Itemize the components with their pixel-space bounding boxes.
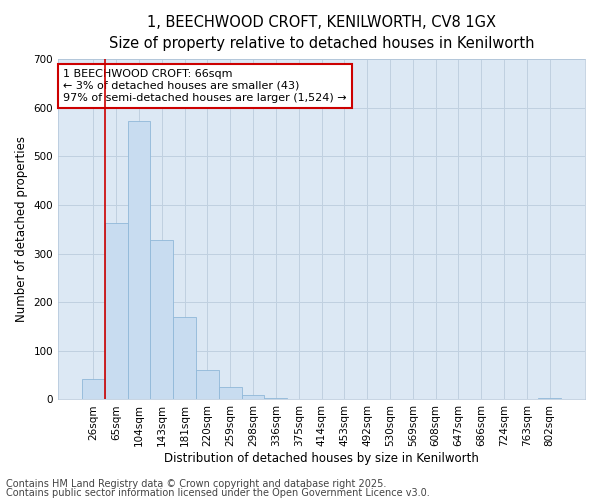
Bar — [538, 398, 561, 400]
Bar — [173, 317, 196, 400]
Bar — [196, 370, 219, 400]
Bar — [82, 378, 105, 400]
Bar — [151, 240, 173, 400]
Text: Contains HM Land Registry data © Crown copyright and database right 2025.: Contains HM Land Registry data © Crown c… — [6, 479, 386, 489]
Title: 1, BEECHWOOD CROFT, KENILWORTH, CV8 1GX
Size of property relative to detached ho: 1, BEECHWOOD CROFT, KENILWORTH, CV8 1GX … — [109, 15, 534, 51]
Bar — [105, 224, 128, 400]
Bar — [128, 122, 151, 400]
Text: Contains public sector information licensed under the Open Government Licence v3: Contains public sector information licen… — [6, 488, 430, 498]
Bar — [242, 394, 265, 400]
X-axis label: Distribution of detached houses by size in Kenilworth: Distribution of detached houses by size … — [164, 452, 479, 465]
Bar — [265, 398, 287, 400]
Bar — [219, 388, 242, 400]
Y-axis label: Number of detached properties: Number of detached properties — [15, 136, 28, 322]
Text: 1 BEECHWOOD CROFT: 66sqm
← 3% of detached houses are smaller (43)
97% of semi-de: 1 BEECHWOOD CROFT: 66sqm ← 3% of detache… — [64, 70, 347, 102]
